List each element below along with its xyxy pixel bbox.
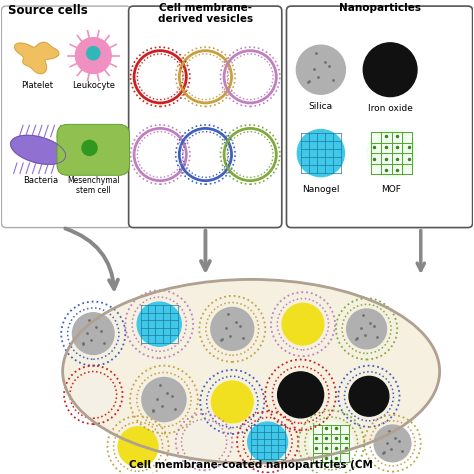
Text: Silica: Silica — [309, 102, 333, 111]
FancyBboxPatch shape — [57, 124, 129, 175]
Circle shape — [184, 55, 227, 98]
FancyBboxPatch shape — [286, 6, 473, 228]
Circle shape — [211, 308, 254, 350]
Circle shape — [73, 313, 114, 355]
Text: MOF: MOF — [382, 185, 401, 194]
Circle shape — [297, 129, 345, 177]
Circle shape — [278, 372, 324, 418]
Circle shape — [229, 55, 272, 98]
Ellipse shape — [10, 135, 66, 164]
FancyBboxPatch shape — [1, 6, 131, 228]
Circle shape — [229, 133, 272, 176]
Text: Nanoparticles: Nanoparticles — [339, 3, 421, 13]
Circle shape — [142, 377, 186, 422]
Text: Nanogel: Nanogel — [302, 185, 340, 194]
Circle shape — [184, 133, 227, 176]
Text: Platelet: Platelet — [21, 82, 53, 91]
FancyArrowPatch shape — [417, 230, 424, 270]
Circle shape — [282, 303, 324, 345]
Circle shape — [349, 376, 389, 416]
FancyBboxPatch shape — [128, 6, 282, 228]
Text: Cell membrane-coated nanoparticles (CM: Cell membrane-coated nanoparticles (CM — [129, 460, 373, 470]
Circle shape — [186, 424, 222, 460]
Circle shape — [346, 309, 386, 349]
Circle shape — [367, 128, 416, 178]
Circle shape — [139, 55, 182, 98]
Text: Iron oxide: Iron oxide — [368, 104, 412, 113]
Circle shape — [118, 427, 158, 466]
Circle shape — [139, 133, 182, 176]
Circle shape — [82, 140, 97, 155]
Text: Source cells: Source cells — [9, 4, 88, 17]
Polygon shape — [15, 42, 59, 73]
Circle shape — [296, 45, 346, 94]
Text: Leukocyte: Leukocyte — [72, 82, 115, 91]
Circle shape — [310, 422, 353, 465]
Ellipse shape — [63, 279, 439, 463]
Text: Cell membrane-
derived vesicles: Cell membrane- derived vesicles — [158, 3, 253, 24]
Circle shape — [248, 422, 288, 462]
Circle shape — [75, 37, 111, 73]
FancyArrowPatch shape — [65, 228, 118, 289]
Text: Mesenchymal
stem cell: Mesenchymal stem cell — [67, 176, 119, 195]
Circle shape — [137, 302, 181, 346]
FancyArrowPatch shape — [201, 230, 210, 270]
Circle shape — [211, 381, 253, 423]
Circle shape — [87, 46, 100, 60]
Circle shape — [74, 376, 112, 414]
Circle shape — [363, 43, 417, 97]
Circle shape — [374, 425, 411, 462]
Text: Bacteria: Bacteria — [23, 176, 58, 185]
